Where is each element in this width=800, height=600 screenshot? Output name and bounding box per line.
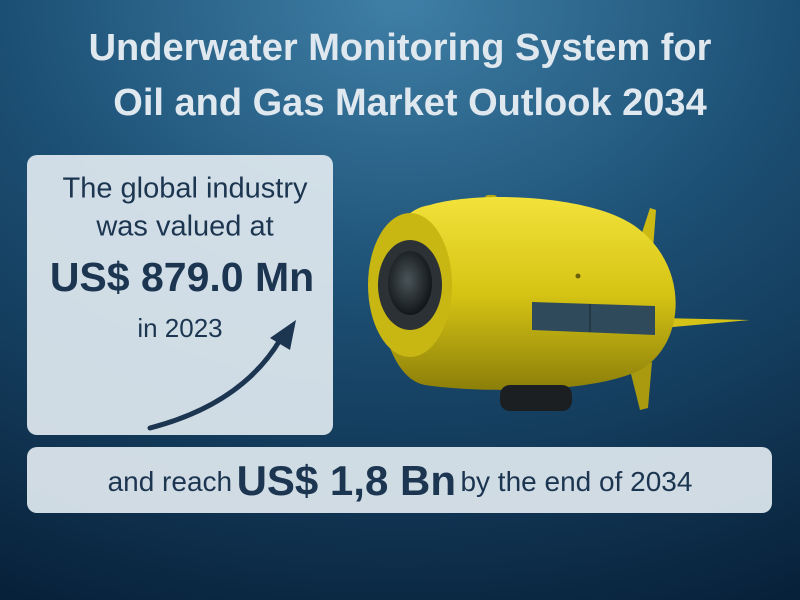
forecast-prefix: and reach [108,466,233,497]
forecast-bar [27,447,772,513]
valuation-box [27,155,333,435]
title-line: Oil and Gas Market Outlook 2034 [113,82,706,124]
forecast-value: US$ 1,8 Bn [237,457,456,504]
valuation-value: US$ 879.0 Mn [50,254,314,300]
title-line: Underwater Monitoring System for [89,27,712,69]
valuation-text: The global industry [62,173,308,205]
valuation-year: in 2023 [137,313,222,343]
valuation-text: was valued at [95,211,273,243]
growth-arrow [147,320,296,431]
forecast-suffix: by the end of 2034 [460,466,692,497]
underwater-vehicle [368,195,750,411]
forecast-text: and reach US$ 1,8 Bn by the end of 2034 [108,457,693,504]
